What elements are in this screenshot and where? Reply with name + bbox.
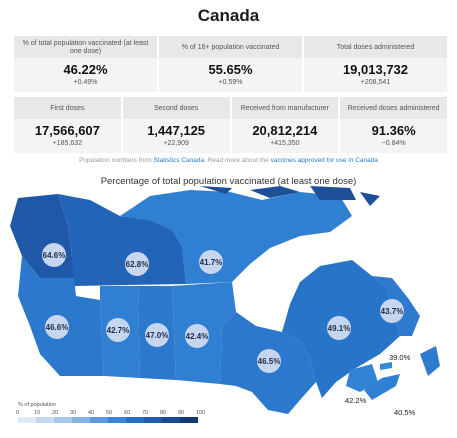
legend-title: % of population: [18, 402, 56, 408]
region-nova-scotia[interactable]: [364, 374, 400, 400]
legend-swatch: [90, 417, 108, 423]
region-bubble: 62.8%: [125, 252, 149, 276]
legend-swatch: [54, 417, 72, 423]
source-prefix: Population numbers from: [79, 157, 154, 164]
region-bubble: 43.7%: [380, 299, 404, 323]
stat-change: +185,632: [52, 140, 83, 147]
legend-swatch: [108, 417, 126, 423]
stat-value: 91.36%: [371, 123, 416, 138]
region-bubble: 46.6%: [45, 315, 69, 339]
legend-tick: 30: [70, 410, 77, 416]
region-value-label: 64.6%: [43, 251, 66, 260]
region-new-brunswick[interactable]: [346, 364, 378, 392]
region-newfoundland-labrador[interactable]: [372, 276, 440, 376]
stat-change: −0.84%: [381, 140, 406, 147]
legend-swatch: [126, 417, 144, 423]
source-middle: . Read more about the: [204, 157, 271, 164]
statistics-canada-link[interactable]: Statistics Canada: [153, 157, 205, 164]
region-value-label: 43.7%: [381, 307, 404, 316]
stat-label: Received doses administered: [340, 98, 447, 119]
stat-card-second-doses: Second doses 1,447,125 +22,909: [122, 97, 230, 153]
legend-tick: 20: [52, 410, 59, 416]
stat-label: First doses: [14, 98, 121, 119]
legend-swatch: [36, 417, 54, 423]
legend-ticks: 0 10 20 30 40 50 60 70 80 90 100: [16, 410, 214, 416]
stat-card-total-doses: Total doses administered 19,013,732 +208…: [304, 36, 447, 92]
stat-label: % of total population vaccinated (at lea…: [14, 37, 157, 58]
stat-change: +415,350: [270, 140, 300, 147]
legend-tick: 70: [142, 410, 149, 416]
region-bubble: 49.1%: [327, 316, 351, 340]
region-northwest-territories[interactable]: [58, 194, 186, 286]
legend-color-scale: [18, 417, 198, 423]
vaccines-approved-link[interactable]: vaccines approved for use in Canada: [270, 157, 378, 164]
region-value-label: 42.7%: [107, 326, 130, 335]
legend-swatch: [162, 417, 180, 423]
stat-value: 1,447,125: [147, 123, 206, 138]
region-bubble: 42.7%: [106, 318, 130, 342]
region-bubble: 46.5%: [257, 349, 281, 373]
stat-label: Total doses administered: [304, 37, 447, 58]
stat-value: 55.65%: [208, 62, 253, 77]
legend-tick: 50: [106, 410, 113, 416]
legend-tick: 100: [196, 410, 206, 416]
source-note: Population numbers from Statistics Canad…: [0, 157, 457, 164]
legend-tick: 40: [88, 410, 95, 416]
page-title: Canada: [197, 6, 260, 25]
map-title: Percentage of total population vaccinate…: [100, 176, 357, 187]
stat-card-pct-16plus: % of 16+ population vaccinated 55.65% +0…: [159, 36, 302, 92]
stat-label: Second doses: [122, 98, 230, 119]
region-bubble: 47.0%: [145, 323, 169, 347]
stat-change: +0.49%: [73, 79, 98, 86]
legend-tick: 60: [124, 410, 131, 416]
legend-swatch: [72, 417, 90, 423]
legend-swatch: [144, 417, 162, 423]
region-value-label: 41.7%: [200, 258, 223, 267]
stat-value: 20,812,214: [252, 123, 318, 138]
region-value-label: 62.8%: [126, 260, 149, 269]
legend-tick: 90: [178, 410, 185, 416]
stat-card-pct-vaccinated: % of total population vaccinated (at lea…: [14, 36, 157, 92]
region-value-label: 42.2%: [345, 396, 367, 405]
region-value-label: 49.1%: [328, 324, 351, 333]
stat-change: +208,541: [360, 79, 391, 86]
stat-change: +0.59%: [218, 79, 243, 86]
stat-change: +22,909: [163, 140, 189, 147]
region-nunavut[interactable]: [120, 190, 352, 284]
region-bubble: 42.4%: [185, 324, 209, 348]
stat-label: Received from manufacturer: [231, 98, 339, 119]
legend-swatch: [180, 417, 198, 423]
region-bubble: 64.6%: [42, 243, 66, 267]
legend-swatch: [18, 417, 36, 423]
canada-vaccination-map: 64.6% 62.8% 41.7% 46.6% 42.7% 47.0% 42.4…: [10, 186, 440, 417]
stat-value: 17,566,607: [34, 123, 100, 138]
stat-card-received-administered: Received doses administered 91.36% −0.84…: [340, 97, 447, 153]
region-value-label: 46.5%: [258, 357, 281, 366]
region-value-label: 42.4%: [186, 332, 209, 341]
region-value-label: 39.0%: [389, 353, 411, 362]
region-value-label: 40.5%: [394, 408, 416, 417]
region-value-label: 47.0%: [146, 331, 169, 340]
region-bubble: 41.7%: [199, 250, 223, 274]
stat-card-received: Received from manufacturer 20,812,214 +4…: [231, 97, 339, 153]
arctic-islands: [200, 186, 380, 206]
legend-tick: 0: [16, 410, 20, 416]
stats-row-1: % of total population vaccinated (at lea…: [14, 36, 447, 92]
stat-card-first-doses: First doses 17,566,607 +185,632: [14, 97, 121, 153]
stats-row-2: First doses 17,566,607 +185,632 Second d…: [14, 97, 447, 153]
legend-tick: 80: [160, 410, 167, 416]
stat-label: % of 16+ population vaccinated: [159, 37, 302, 58]
legend-tick: 10: [34, 410, 41, 416]
region-value-label: 46.6%: [46, 323, 69, 332]
stat-value: 46.22%: [63, 62, 108, 77]
stat-value: 19,013,732: [342, 62, 409, 77]
region-prince-edward-island[interactable]: [380, 362, 392, 370]
